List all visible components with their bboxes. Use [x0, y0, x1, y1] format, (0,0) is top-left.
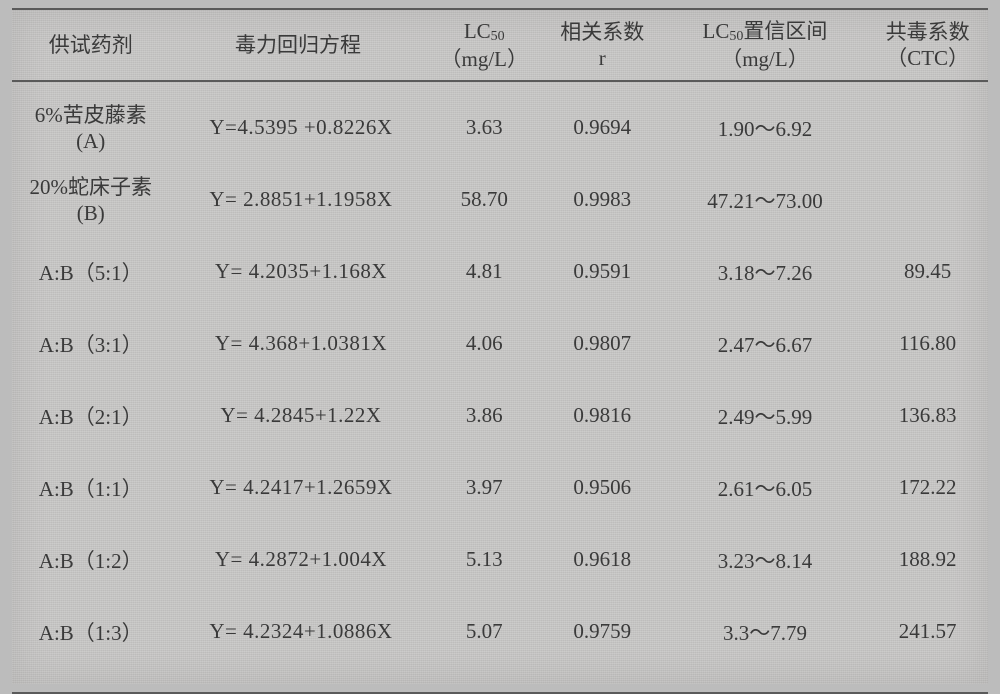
cell-ctc: 241.57: [867, 596, 988, 693]
header-text-l1: LC50: [464, 19, 505, 43]
header-text-l2: （mg/L）: [721, 47, 809, 71]
col-header-r: 相关系数 r: [542, 9, 663, 81]
header-text: 供试药剂: [49, 33, 133, 57]
table-header-row: 供试药剂 毒力回归方程 LC50 （mg/L） 相关系数 r LC50置信区间: [12, 9, 988, 81]
table-row: 20%蛇床子素 (B) Y= 2.8851+1.1958X 58.70 0.99…: [12, 164, 988, 236]
table-row: A:B（1:3） Y= 4.2324+1.0886X 5.07 0.9759 3…: [12, 596, 988, 693]
col-header-lc50: LC50 （mg/L）: [427, 9, 542, 81]
cell-equation: Y= 4.368+1.0381X: [169, 308, 426, 380]
header-text-l2: （mg/L）: [440, 47, 528, 71]
cell-r: 0.9759: [542, 596, 663, 693]
cell-equation: Y= 2.8851+1.1958X: [169, 164, 426, 236]
cell-r: 0.9807: [542, 308, 663, 380]
cell-ci: 3.23～8.14: [663, 524, 868, 596]
col-header-agent: 供试药剂: [12, 9, 169, 81]
cell-ci: 2.49～5.99: [663, 380, 868, 452]
cell-agent: A:B（2:1）: [12, 380, 169, 452]
cell-lc50: 3.86: [427, 380, 542, 452]
toxicity-regression-table: 供试药剂 毒力回归方程 LC50 （mg/L） 相关系数 r LC50置信区间: [12, 8, 988, 694]
cell-equation: Y= 4.2872+1.004X: [169, 524, 426, 596]
cell-ci: 2.61～6.05: [663, 452, 868, 524]
agent-line1: 6%苦皮藤素: [35, 103, 147, 127]
cell-lc50: 5.07: [427, 596, 542, 693]
cell-agent: 20%蛇床子素 (B): [12, 164, 169, 236]
cell-ctc: 89.45: [867, 236, 988, 308]
cell-equation: Y=4.5395 +0.8226X: [169, 81, 426, 164]
cell-ci: 47.21～73.00: [663, 164, 868, 236]
cell-r: 0.9816: [542, 380, 663, 452]
cell-r: 0.9618: [542, 524, 663, 596]
col-header-ci: LC50置信区间 （mg/L）: [663, 9, 868, 81]
header-text-l2: （CTC）: [886, 46, 969, 70]
cell-r: 0.9694: [542, 81, 663, 164]
agent-line2: (B): [77, 201, 105, 225]
table-row: A:B（1:1） Y= 4.2417+1.2659X 3.97 0.9506 2…: [12, 452, 988, 524]
page-container: { "table": { "type": "table", "backgroun…: [12, 8, 988, 684]
cell-agent: A:B（1:2）: [12, 524, 169, 596]
cell-r: 0.9506: [542, 452, 663, 524]
header-text-l1: 相关系数: [560, 20, 644, 44]
header-text-l1: 共毒系数: [886, 20, 970, 44]
col-header-ctc: 共毒系数 （CTC）: [867, 9, 988, 81]
cell-equation: Y= 4.2035+1.168X: [169, 236, 426, 308]
table-row: A:B（3:1） Y= 4.368+1.0381X 4.06 0.9807 2.…: [12, 308, 988, 380]
cell-ctc: [867, 81, 988, 164]
agent-line1: 20%蛇床子素: [29, 175, 152, 199]
cell-ci: 2.47～6.67: [663, 308, 868, 380]
header-text-l1: LC50置信区间: [703, 19, 828, 43]
cell-r: 0.9983: [542, 164, 663, 236]
header-text-l2: r: [599, 46, 606, 70]
cell-lc50: 3.97: [427, 452, 542, 524]
cell-ctc: 172.22: [867, 452, 988, 524]
cell-r: 0.9591: [542, 236, 663, 308]
cell-lc50: 3.63: [427, 81, 542, 164]
table-row: A:B（2:1） Y= 4.2845+1.22X 3.86 0.9816 2.4…: [12, 380, 988, 452]
cell-equation: Y= 4.2845+1.22X: [169, 380, 426, 452]
cell-ctc: 116.80: [867, 308, 988, 380]
cell-equation: Y= 4.2417+1.2659X: [169, 452, 426, 524]
table-body: 6%苦皮藤素 (A) Y=4.5395 +0.8226X 3.63 0.9694…: [12, 81, 988, 693]
cell-ctc: 188.92: [867, 524, 988, 596]
cell-ctc: 136.83: [867, 380, 988, 452]
cell-lc50: 4.81: [427, 236, 542, 308]
cell-lc50: 5.13: [427, 524, 542, 596]
cell-ci: 3.3～7.79: [663, 596, 868, 693]
cell-lc50: 4.06: [427, 308, 542, 380]
agent-line2: (A): [76, 129, 105, 153]
cell-agent: A:B（3:1）: [12, 308, 169, 380]
cell-ctc: [867, 164, 988, 236]
cell-ci: 1.90～6.92: [663, 81, 868, 164]
cell-agent: A:B（1:3）: [12, 596, 169, 693]
table-row: A:B（5:1） Y= 4.2035+1.168X 4.81 0.9591 3.…: [12, 236, 988, 308]
col-header-equation: 毒力回归方程: [169, 9, 426, 81]
cell-agent: A:B（5:1）: [12, 236, 169, 308]
table-row: 6%苦皮藤素 (A) Y=4.5395 +0.8226X 3.63 0.9694…: [12, 81, 988, 164]
header-text: 毒力回归方程: [235, 33, 361, 57]
cell-agent: A:B（1:1）: [12, 452, 169, 524]
cell-agent: 6%苦皮藤素 (A): [12, 81, 169, 164]
cell-ci: 3.18～7.26: [663, 236, 868, 308]
table-row: A:B（1:2） Y= 4.2872+1.004X 5.13 0.9618 3.…: [12, 524, 988, 596]
cell-lc50: 58.70: [427, 164, 542, 236]
cell-equation: Y= 4.2324+1.0886X: [169, 596, 426, 693]
